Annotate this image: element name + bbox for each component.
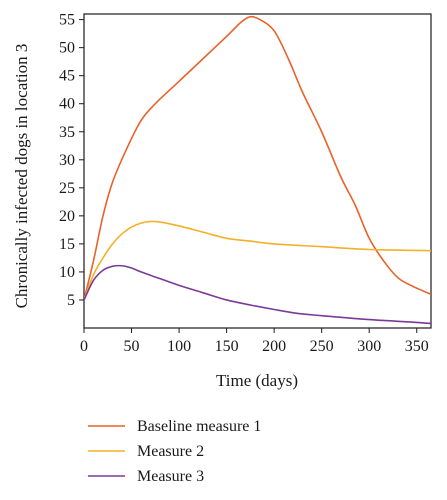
y-tick-label: 25 [59, 180, 75, 197]
legend-label-1: Baseline measure 1 [137, 418, 261, 435]
y-tick-label: 50 [59, 40, 75, 57]
y-tick-label: 55 [59, 12, 75, 29]
y-axis-label: Chronically infected dogs in location 3 [12, 44, 31, 309]
plot-frame [83, 13, 432, 329]
series-line-2 [84, 220, 431, 301]
plot-area: 0 50 100 150 200 250 300 350 5 10 15 20 25 30 35 40 45 50… [59, 12, 432, 355]
y-tick-label: 5 [67, 292, 75, 309]
series-line-3 [84, 264, 431, 325]
x-tick-label: 100 [167, 338, 191, 355]
y-tick-label: 35 [59, 124, 75, 141]
y-tick-label: 15 [59, 236, 75, 253]
series-line-1 [84, 15, 431, 301]
x-tick-label: 250 [310, 338, 334, 355]
y-tick-label: 45 [59, 68, 75, 85]
x-tick-label: 350 [405, 338, 429, 355]
y-tick-label: 10 [59, 264, 75, 281]
legend-label-2: Measure 2 [137, 443, 204, 460]
y-tick-label: 20 [59, 208, 75, 225]
legend-label-3: Measure 3 [137, 468, 204, 485]
x-tick-label: 0 [80, 338, 88, 355]
x-tick-label: 50 [124, 338, 140, 355]
y-tick-label: 30 [59, 152, 75, 169]
y-tick-label: 40 [59, 96, 75, 113]
x-axis-label: Time (days) [216, 371, 298, 390]
x-tick-label: 300 [357, 338, 381, 355]
legend: Baseline measure 1 Measure 2 Measure 3 [88, 418, 261, 485]
x-tick-label: 150 [215, 338, 239, 355]
x-tick-label: 200 [262, 338, 286, 355]
